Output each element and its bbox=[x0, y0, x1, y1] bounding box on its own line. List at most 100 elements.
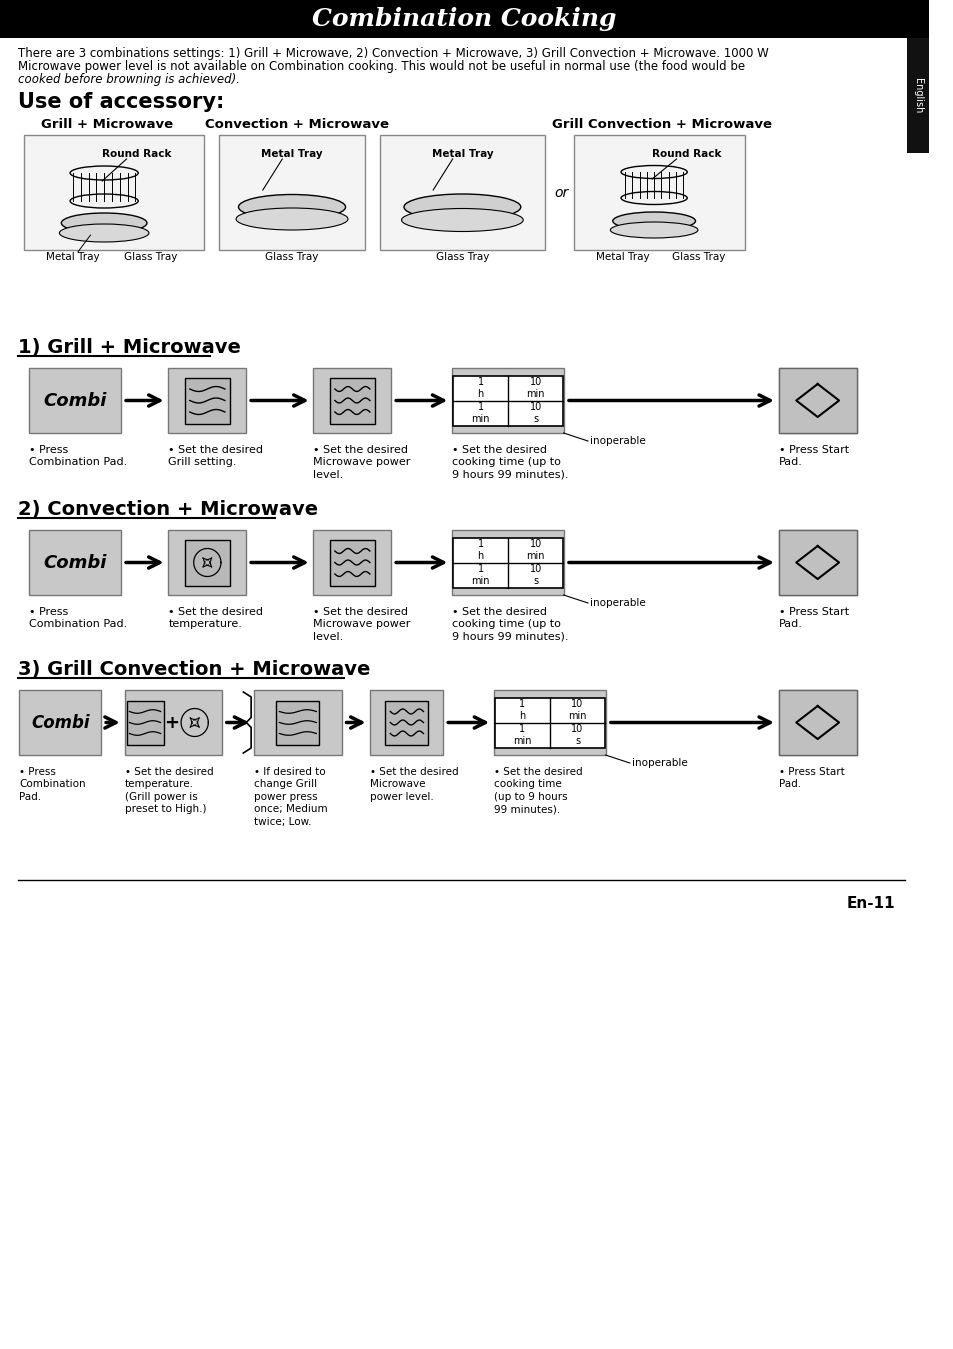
Text: • Press Start
Pad.: • Press Start Pad. bbox=[778, 607, 848, 630]
FancyBboxPatch shape bbox=[29, 368, 121, 433]
Text: • Set the desired
cooking time
(up to 9 hours
99 minutes).: • Set the desired cooking time (up to 9 … bbox=[494, 768, 582, 815]
Text: 1
min: 1 min bbox=[513, 724, 531, 746]
Text: • Set the desired
Microwave power
level.: • Set the desired Microwave power level. bbox=[314, 445, 411, 480]
FancyBboxPatch shape bbox=[219, 135, 365, 250]
FancyBboxPatch shape bbox=[495, 697, 604, 747]
Text: Combination Cooking: Combination Cooking bbox=[312, 7, 616, 31]
FancyBboxPatch shape bbox=[778, 689, 856, 755]
FancyBboxPatch shape bbox=[574, 135, 744, 250]
Ellipse shape bbox=[610, 223, 698, 237]
Text: 10
min: 10 min bbox=[568, 699, 586, 720]
Text: Metal Tray: Metal Tray bbox=[431, 148, 493, 159]
FancyBboxPatch shape bbox=[185, 378, 230, 424]
Text: Grill + Microwave: Grill + Microwave bbox=[41, 117, 172, 131]
FancyBboxPatch shape bbox=[25, 135, 204, 250]
FancyBboxPatch shape bbox=[778, 368, 856, 433]
FancyBboxPatch shape bbox=[370, 689, 443, 755]
Text: Convection + Microwave: Convection + Microwave bbox=[205, 117, 389, 131]
FancyBboxPatch shape bbox=[169, 368, 246, 433]
FancyBboxPatch shape bbox=[0, 0, 927, 38]
Text: 1
h: 1 h bbox=[477, 540, 483, 561]
Text: Combi: Combi bbox=[43, 553, 107, 572]
Text: 1
min: 1 min bbox=[471, 564, 490, 585]
Text: inoperable: inoperable bbox=[631, 758, 687, 768]
FancyBboxPatch shape bbox=[453, 537, 562, 588]
Text: • Set the desired
temperature.
(Grill power is
preset to High.): • Set the desired temperature. (Grill po… bbox=[125, 768, 213, 815]
FancyBboxPatch shape bbox=[385, 700, 428, 745]
Text: inoperable: inoperable bbox=[589, 598, 645, 608]
Text: cooked before browning is achieved).: cooked before browning is achieved). bbox=[17, 73, 239, 86]
Text: 10
s: 10 s bbox=[529, 564, 541, 585]
Text: Glass Tray: Glass Tray bbox=[436, 252, 489, 262]
Text: 1
h: 1 h bbox=[518, 699, 525, 720]
FancyBboxPatch shape bbox=[330, 540, 375, 585]
Text: • Press Start
Pad.: • Press Start Pad. bbox=[778, 768, 843, 789]
FancyBboxPatch shape bbox=[453, 375, 562, 425]
Text: There are 3 combinations settings: 1) Grill + Microwave, 2) Convection + Microwa: There are 3 combinations settings: 1) Gr… bbox=[17, 47, 767, 59]
Ellipse shape bbox=[235, 208, 348, 229]
FancyBboxPatch shape bbox=[276, 700, 319, 745]
Text: • Press
Combination Pad.: • Press Combination Pad. bbox=[29, 445, 127, 467]
Text: Glass Tray: Glass Tray bbox=[124, 252, 177, 262]
FancyBboxPatch shape bbox=[125, 689, 222, 755]
FancyBboxPatch shape bbox=[19, 689, 101, 755]
Text: • Set the desired
cooking time (up to
9 hours 99 minutes).: • Set the desired cooking time (up to 9 … bbox=[452, 607, 568, 642]
FancyBboxPatch shape bbox=[379, 135, 544, 250]
Text: • Set the desired
Grill setting.: • Set the desired Grill setting. bbox=[169, 445, 263, 467]
Text: 1
min: 1 min bbox=[471, 402, 490, 424]
Text: or: or bbox=[554, 186, 568, 200]
Text: 10
min: 10 min bbox=[526, 540, 544, 561]
Text: Use of accessory:: Use of accessory: bbox=[17, 92, 224, 112]
Text: • Set the desired
Microwave power
level.: • Set the desired Microwave power level. bbox=[314, 607, 411, 642]
Text: 1
h: 1 h bbox=[477, 378, 483, 399]
Text: 3) Grill Convection + Microwave: 3) Grill Convection + Microwave bbox=[17, 660, 370, 679]
Text: • Set the desired
temperature.: • Set the desired temperature. bbox=[169, 607, 263, 630]
Text: • Press
Combination Pad.: • Press Combination Pad. bbox=[29, 607, 127, 630]
FancyBboxPatch shape bbox=[778, 530, 856, 595]
Text: Metal Tray: Metal Tray bbox=[261, 148, 322, 159]
Text: Grill Convection + Microwave: Grill Convection + Microwave bbox=[552, 117, 771, 131]
Text: English: English bbox=[912, 78, 922, 113]
Ellipse shape bbox=[401, 209, 522, 232]
Text: 10
s: 10 s bbox=[571, 724, 583, 746]
Ellipse shape bbox=[238, 194, 345, 220]
Ellipse shape bbox=[61, 213, 147, 233]
FancyBboxPatch shape bbox=[330, 378, 375, 424]
Text: • Set the desired
Microwave
power level.: • Set the desired Microwave power level. bbox=[370, 768, 458, 801]
Text: En-11: En-11 bbox=[846, 896, 895, 911]
Text: Glass Tray: Glass Tray bbox=[265, 252, 318, 262]
FancyBboxPatch shape bbox=[127, 700, 163, 745]
Text: Round Rack: Round Rack bbox=[101, 148, 171, 159]
Ellipse shape bbox=[612, 212, 695, 229]
FancyBboxPatch shape bbox=[778, 689, 856, 755]
Text: 2) Convection + Microwave: 2) Convection + Microwave bbox=[17, 500, 317, 519]
Text: Metal Tray: Metal Tray bbox=[596, 252, 649, 262]
FancyBboxPatch shape bbox=[494, 689, 605, 755]
Ellipse shape bbox=[403, 194, 520, 220]
Text: • If desired to
change Grill
power press
once; Medium
twice; Low.: • If desired to change Grill power press… bbox=[253, 768, 327, 827]
Text: 10
s: 10 s bbox=[529, 402, 541, 424]
Text: Combi: Combi bbox=[31, 714, 90, 731]
FancyBboxPatch shape bbox=[253, 689, 341, 755]
FancyBboxPatch shape bbox=[778, 530, 856, 595]
FancyBboxPatch shape bbox=[185, 540, 230, 585]
Text: • Press Start
Pad.: • Press Start Pad. bbox=[778, 445, 848, 467]
Text: Combi: Combi bbox=[43, 391, 107, 410]
FancyBboxPatch shape bbox=[29, 530, 121, 595]
FancyBboxPatch shape bbox=[314, 368, 391, 433]
FancyBboxPatch shape bbox=[452, 530, 563, 595]
FancyBboxPatch shape bbox=[169, 530, 246, 595]
Text: • Press
Combination
Pad.: • Press Combination Pad. bbox=[19, 768, 86, 801]
Text: • Set the desired
cooking time (up to
9 hours 99 minutes).: • Set the desired cooking time (up to 9 … bbox=[452, 445, 568, 480]
Text: 10
min: 10 min bbox=[526, 378, 544, 399]
FancyBboxPatch shape bbox=[906, 38, 927, 152]
FancyBboxPatch shape bbox=[452, 368, 563, 433]
Text: Glass Tray: Glass Tray bbox=[672, 252, 725, 262]
Text: 1) Grill + Microwave: 1) Grill + Microwave bbox=[17, 339, 240, 357]
FancyBboxPatch shape bbox=[314, 530, 391, 595]
Ellipse shape bbox=[59, 224, 149, 241]
Text: Round Rack: Round Rack bbox=[651, 148, 720, 159]
Text: +: + bbox=[164, 714, 178, 731]
Text: Microwave power level is not available on Combination cooking. This would not be: Microwave power level is not available o… bbox=[17, 59, 744, 73]
Text: inoperable: inoperable bbox=[589, 436, 645, 447]
